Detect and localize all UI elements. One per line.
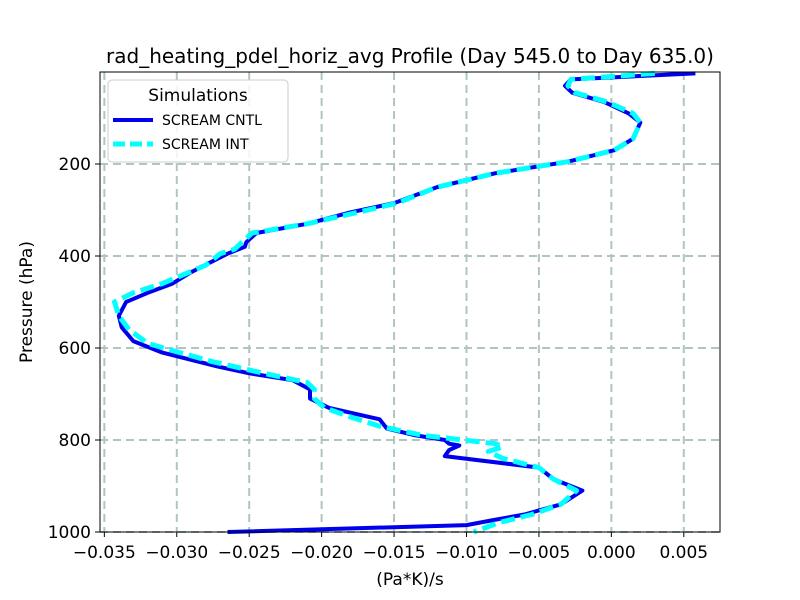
series-line-scream-cntl xyxy=(116,71,696,534)
x-tick-label: −0.005 xyxy=(507,543,570,563)
y-tick-label: 1000 xyxy=(48,523,91,543)
y-tick-label: 400 xyxy=(59,247,91,267)
legend-label-int: SCREAM INT xyxy=(162,137,249,153)
series-layer xyxy=(112,70,696,535)
x-tick-label: −0.015 xyxy=(363,543,426,563)
y-axis-label: Pressure (hPa) xyxy=(17,241,37,363)
x-tick-label: −0.025 xyxy=(218,543,281,563)
legend-label-cntl: SCREAM CNTL xyxy=(162,113,262,129)
grid-lines xyxy=(100,72,720,533)
x-tick-label: −0.020 xyxy=(290,543,353,563)
x-tick-label: 0.005 xyxy=(659,543,708,563)
legend-title: Simulations xyxy=(148,86,248,106)
y-tick-label: 200 xyxy=(59,155,91,175)
axis-ticks: −0.035 −0.030 −0.025 −0.020 −0.015 −0.010 −0.0… xyxy=(48,155,708,563)
x-tick-label: −0.010 xyxy=(435,543,498,563)
x-tick-label: −0.030 xyxy=(145,543,208,563)
chart-title: rad_heating_pdel_horiz_avg Profile (Day … xyxy=(106,44,714,68)
x-axis-label: (Pa*K)/s xyxy=(376,570,444,590)
series-line-scream-int xyxy=(112,70,655,535)
y-tick-label: 600 xyxy=(59,339,91,359)
y-tick-label: 800 xyxy=(59,431,91,451)
plot-frame xyxy=(99,71,721,533)
legend: Simulations SCREAM CNTL SCREAM INT xyxy=(107,79,289,163)
x-tick-label: −0.035 xyxy=(73,543,136,563)
x-tick-label: 0.000 xyxy=(587,543,636,563)
